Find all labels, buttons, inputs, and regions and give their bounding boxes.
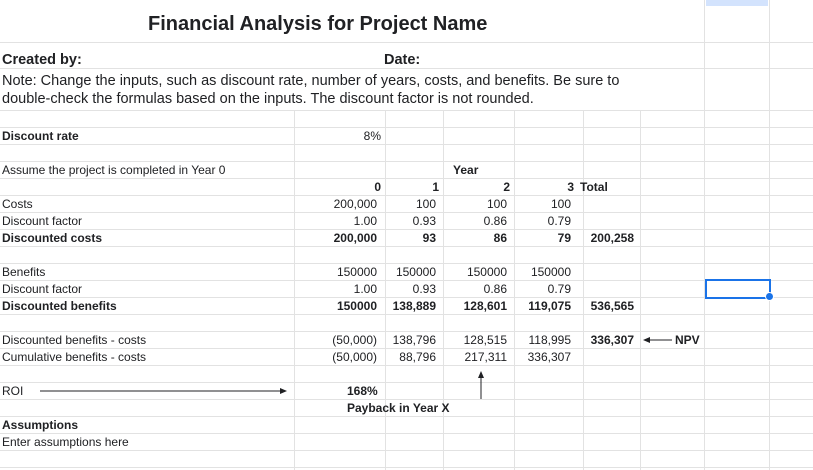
costs-y2[interactable]: 100	[486, 197, 507, 211]
costs-factor-y1[interactable]: 0.93	[412, 214, 436, 228]
roi-label: ROI	[2, 384, 24, 398]
created-by-label: Created by:	[2, 52, 82, 68]
discounted-benefits-y0[interactable]: 150000	[336, 299, 377, 313]
benefits-factor-y2[interactable]: 0.86	[483, 282, 507, 296]
discount-rate-label: Discount rate	[2, 129, 79, 143]
total-header[interactable]: Total	[580, 180, 608, 194]
discounted-benefits-total[interactable]: 536,565	[590, 299, 634, 313]
year-2-header[interactable]: 2	[503, 180, 510, 194]
cumulative-y3[interactable]: 336,307	[527, 350, 571, 364]
benefits-factor-y3[interactable]: 0.79	[547, 282, 571, 296]
costs-factor-label: Discount factor	[2, 214, 83, 228]
costs-factor-y3[interactable]: 0.79	[547, 214, 571, 228]
cumulative-y1[interactable]: 88,796	[399, 350, 436, 364]
payback-arrow	[478, 371, 484, 399]
npv-total[interactable]: 336,307	[590, 333, 634, 347]
benefits-factor-y1[interactable]: 0.93	[412, 282, 436, 296]
year-0-header[interactable]: 0	[374, 180, 381, 194]
note-line-2: double-check the formulas based on the i…	[2, 91, 534, 107]
benefits-factor-label: Discount factor	[2, 282, 83, 296]
year-3-header[interactable]: 3	[567, 180, 574, 194]
net-y0[interactable]: (50,000)	[332, 333, 377, 347]
cumulative-y0[interactable]: (50,000)	[332, 350, 377, 364]
costs-factor-y0[interactable]: 1.00	[353, 214, 377, 228]
net-y2[interactable]: 128,515	[463, 333, 507, 347]
costs-factor-y2[interactable]: 0.86	[483, 214, 507, 228]
note-line-1: Note: Change the inputs, such as discoun…	[2, 73, 620, 89]
discount-rate-cell[interactable]: 8%	[363, 129, 381, 143]
assume-year-label: Assume the project is completed in Year …	[2, 163, 226, 177]
discounted-costs-y1[interactable]: 93	[422, 231, 436, 245]
discounted-costs-y2[interactable]: 86	[493, 231, 507, 245]
roi-arrow	[40, 388, 287, 394]
cumulative-label: Cumulative benefits - costs	[2, 350, 147, 364]
cumulative-y2[interactable]: 217,311	[464, 350, 508, 364]
selected-cell[interactable]	[705, 279, 771, 299]
assumptions-label: Assumptions	[2, 418, 79, 432]
year-header: Year	[453, 163, 479, 177]
benefits-y0[interactable]: 150000	[336, 265, 377, 279]
net-y3[interactable]: 118,995	[528, 333, 572, 347]
discounted-costs-label: Discounted costs	[2, 231, 103, 245]
fill-handle[interactable]	[765, 292, 774, 301]
date-label: Date:	[384, 52, 421, 68]
benefits-y1[interactable]: 150000	[395, 265, 436, 279]
costs-label: Costs	[2, 197, 33, 211]
net-y1[interactable]: 138,796	[392, 333, 436, 347]
discounted-benefits-y2[interactable]: 128,601	[463, 299, 507, 313]
discounted-benefits-y3[interactable]: 119,075	[528, 299, 571, 313]
benefits-label: Benefits	[2, 265, 46, 279]
roi-value[interactable]: 168%	[347, 384, 378, 398]
discounted-costs-total[interactable]: 200,258	[590, 231, 634, 245]
discounted-benefits-label: Discounted benefits	[2, 299, 117, 313]
costs-y3[interactable]: 100	[550, 197, 571, 211]
benefits-factor-y0[interactable]: 1.00	[353, 282, 377, 296]
costs-y1[interactable]: 100	[415, 197, 436, 211]
benefits-y3[interactable]: 150000	[530, 265, 571, 279]
discounted-benefits-y1[interactable]: 138,889	[392, 299, 436, 313]
year-1-header[interactable]: 1	[432, 180, 439, 194]
npv-arrow	[643, 337, 672, 343]
npv-label: NPV	[675, 333, 700, 347]
column-header-highlight	[706, 0, 768, 6]
benefits-y2[interactable]: 150000	[466, 265, 507, 279]
costs-y0[interactable]: 200,000	[333, 197, 377, 211]
discounted-costs-y0[interactable]: 200,000	[333, 231, 377, 245]
net-label: Discounted benefits - costs	[2, 333, 147, 347]
payback-label: Payback in Year X	[347, 401, 450, 415]
discounted-costs-y3[interactable]: 79	[557, 231, 571, 245]
sheet-title: Financial Analysis for Project Name	[148, 13, 488, 35]
assumptions-text[interactable]: Enter assumptions here	[2, 435, 129, 449]
